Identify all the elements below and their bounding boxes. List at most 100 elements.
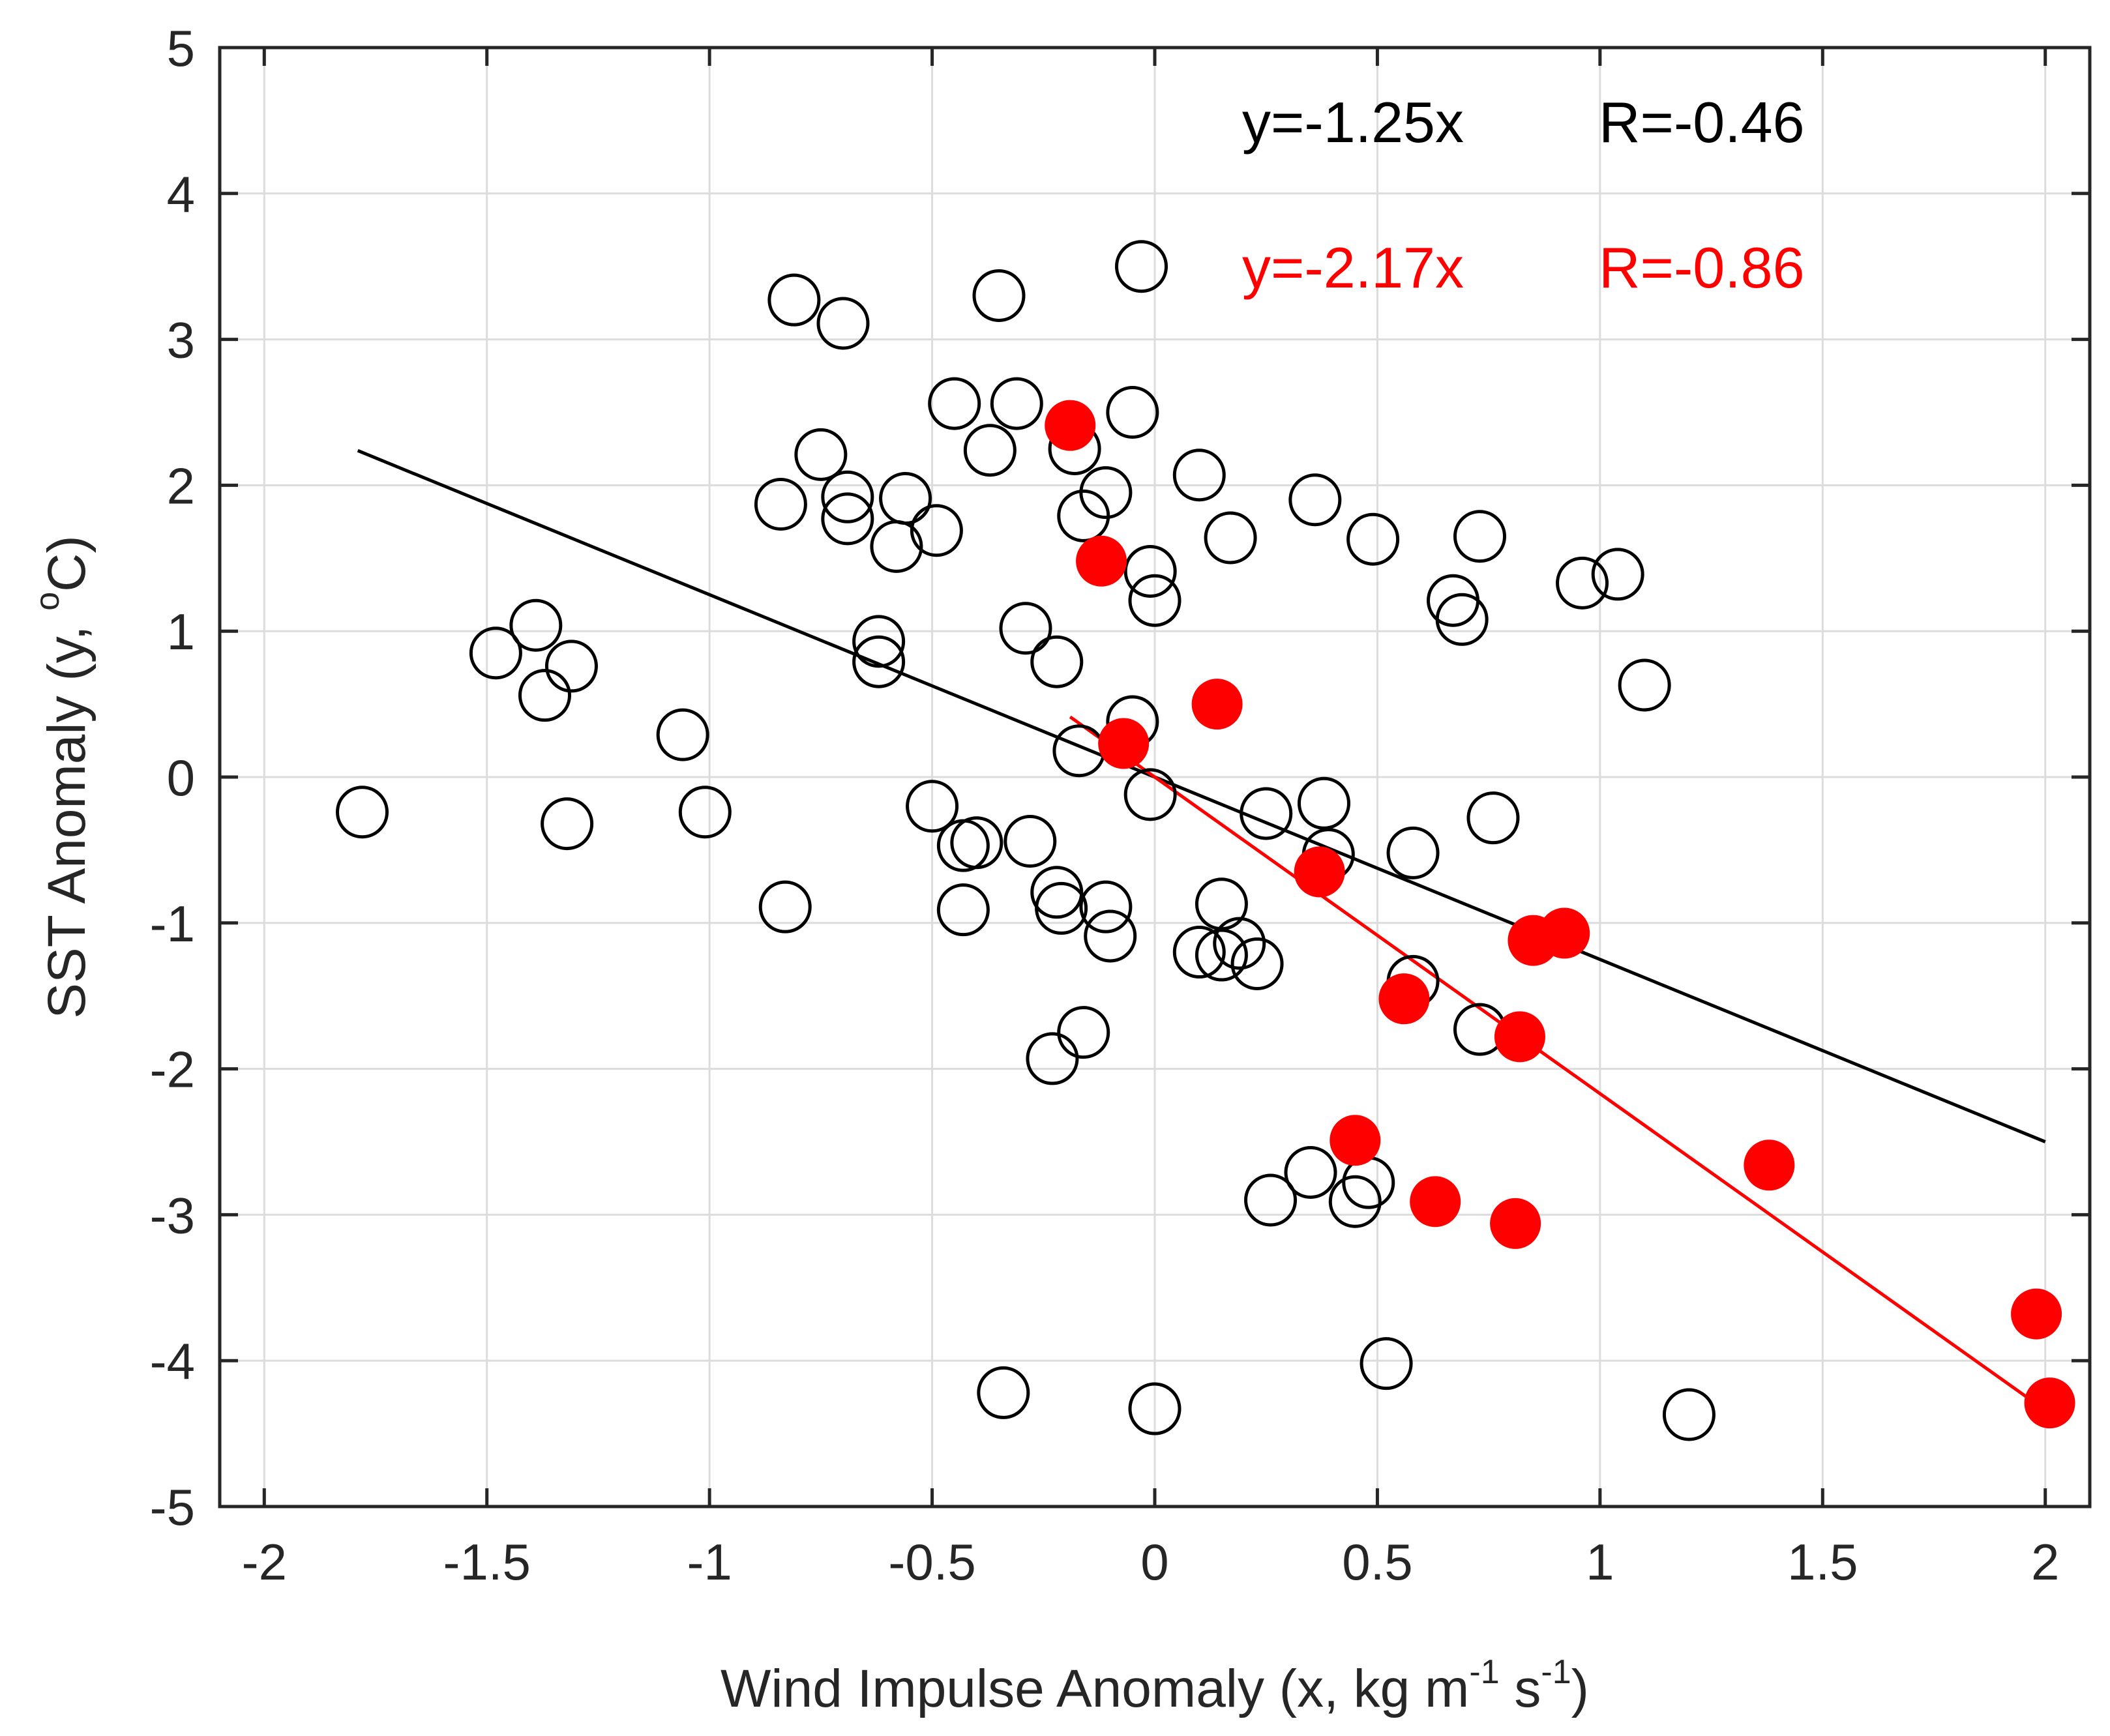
subset-point (1410, 1176, 1461, 1228)
x-tick-label: 2 (2031, 1533, 2059, 1591)
data-point (928, 377, 981, 430)
data-point (1084, 909, 1137, 963)
subset-point (2024, 1377, 2075, 1429)
data-point (977, 1366, 1030, 1419)
subset-point (1076, 535, 1127, 587)
data-point (678, 786, 732, 839)
data-point (656, 708, 709, 761)
data-point (469, 626, 522, 680)
data-point (1128, 574, 1181, 627)
x-tick-label: -0.5 (888, 1533, 975, 1591)
data-point (999, 602, 1052, 655)
data-point (1244, 1173, 1298, 1227)
x-tick-label: 0 (1140, 1533, 1168, 1591)
subset-point (1744, 1140, 1795, 1191)
data-point (518, 669, 571, 722)
data-point (1057, 1006, 1110, 1059)
subset-point (2011, 1288, 2062, 1340)
data-point (972, 269, 1026, 322)
y-axis-label-degree: o (29, 592, 67, 611)
data-point (1230, 937, 1284, 990)
y-axis-label-end: C) (37, 535, 97, 592)
data-point (1556, 556, 1609, 610)
data-point (336, 786, 389, 839)
data-point (1435, 593, 1489, 646)
data-point (1288, 473, 1342, 527)
data-points (336, 240, 2075, 1441)
x-axis-label-end: ) (1571, 1659, 1589, 1718)
y-tick-label: 3 (167, 312, 195, 369)
annotation-black-r: R=-0.46 (1599, 90, 1805, 154)
subset-point (1098, 718, 1150, 769)
data-point (963, 424, 1017, 477)
y-tick-label: -3 (150, 1186, 195, 1244)
data-point (1172, 926, 1226, 979)
subset-point (1539, 907, 1590, 959)
data-point (936, 883, 990, 937)
y-axis-label: SST Anomaly (y, oC) (29, 535, 97, 1018)
y-tick-labels: 5 4 3 2 1 0 -1 -2 -3 -4 -5 (150, 20, 195, 1536)
data-point (1035, 881, 1088, 935)
data-point (754, 477, 807, 531)
x-axis-label-exp2: -1 (1541, 1653, 1571, 1691)
y-tick-label: -2 (150, 1041, 195, 1098)
x-axis-label-exp1: -1 (1469, 1653, 1499, 1691)
x-tick-label: -2 (242, 1533, 287, 1591)
data-point (1003, 814, 1057, 868)
data-point (767, 273, 821, 327)
data-point (852, 635, 906, 688)
data-point (1106, 386, 1159, 439)
data-point (879, 472, 932, 525)
data-point (1662, 1388, 1716, 1441)
y-tick-label: -5 (150, 1479, 195, 1536)
data-point (541, 797, 594, 851)
data-point (1026, 1032, 1079, 1085)
data-point (1240, 787, 1293, 840)
x-tick-label: -1 (687, 1533, 732, 1591)
tick-marks (220, 46, 2090, 1508)
data-point (1466, 791, 1520, 845)
subset-point (1378, 973, 1430, 1025)
y-tick-label: -1 (150, 895, 195, 952)
x-tick-labels: -2 -1.5 -1 -0.5 0 0.5 1 1.5 2 (242, 1533, 2060, 1591)
data-point (1204, 511, 1257, 565)
data-point (852, 615, 906, 668)
data-point (1591, 548, 1644, 601)
subset-point (1045, 400, 1096, 451)
x-tick-label: 1 (1586, 1533, 1614, 1591)
y-tick-label: -4 (150, 1332, 195, 1390)
subset-point (1494, 1011, 1545, 1063)
data-point (1284, 1145, 1337, 1199)
data-point (990, 377, 1043, 430)
data-point (1079, 880, 1133, 934)
data-point (821, 470, 874, 523)
data-point (1328, 1175, 1382, 1228)
data-point (910, 504, 963, 557)
fit-line (1069, 715, 2047, 1412)
data-point (1297, 776, 1350, 830)
data-point (1618, 658, 1671, 712)
data-point (758, 880, 812, 934)
y-tick-label: 5 (167, 20, 195, 77)
y-tick-label: 1 (167, 603, 195, 660)
data-point (1172, 449, 1226, 502)
data-point (1115, 240, 1168, 293)
regression-lines (357, 449, 2047, 1412)
data-point (1346, 512, 1400, 566)
y-tick-label: 4 (167, 166, 195, 223)
y-axis-label-main: SST Anomaly (y, (37, 611, 97, 1019)
data-point (1079, 466, 1133, 520)
data-point (1123, 768, 1177, 821)
x-tick-label: 0.5 (1342, 1533, 1412, 1591)
x-axis-label-mid: s (1500, 1659, 1541, 1718)
data-point (1128, 1382, 1181, 1435)
data-point (950, 816, 1003, 870)
data-point (1030, 635, 1084, 688)
annotation-red-r: R=-0.86 (1599, 235, 1805, 300)
data-point (1123, 544, 1177, 598)
data-point (794, 428, 848, 481)
data-point (906, 780, 959, 833)
data-point (544, 640, 598, 693)
annotation-black-equation: y=-1.25x (1242, 90, 1464, 154)
